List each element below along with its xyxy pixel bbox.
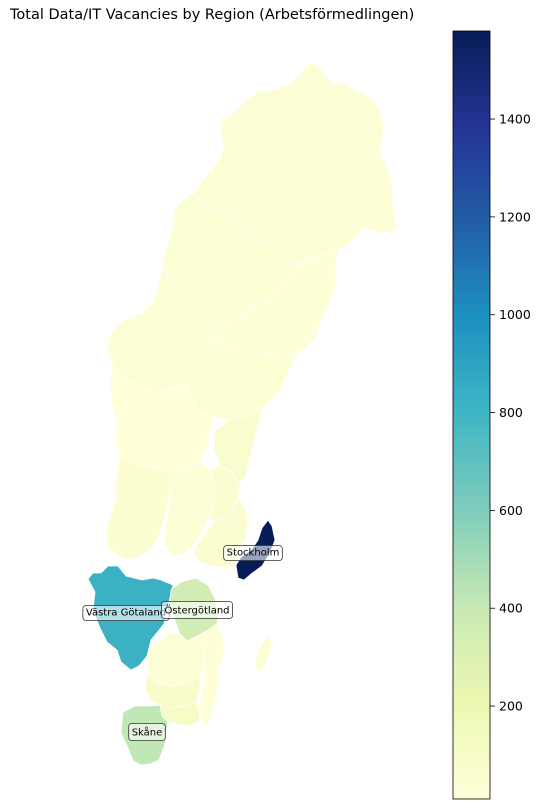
colorbar-tick-label: 800 xyxy=(499,405,523,420)
region-19 xyxy=(254,635,273,675)
region--sterg-tland-label: Östergötland xyxy=(161,601,233,619)
region-13 xyxy=(213,407,263,485)
colorbar-tick-label: 1400 xyxy=(499,112,531,127)
svg-text:Stockholm: Stockholm xyxy=(227,548,280,559)
map-title: Total Data/IT Vacancies by Region (Arbet… xyxy=(10,7,415,23)
svg-text:Västra Götaland: Västra Götaland xyxy=(86,608,166,619)
region-10 xyxy=(105,455,175,561)
region-18 xyxy=(159,701,201,727)
colorbar-tick-label: 1000 xyxy=(499,307,531,322)
region-9 xyxy=(109,361,215,473)
region-17 xyxy=(144,671,201,709)
regions-layer xyxy=(87,62,399,766)
colorbar-tick-label: 1200 xyxy=(499,209,531,224)
colorbar-tick-label: 200 xyxy=(499,699,523,714)
svg-text:Skåne: Skåne xyxy=(132,726,163,739)
colorbar-ticks: 200 400 600 800 1000 1200 1400 xyxy=(490,112,531,714)
region-8 xyxy=(185,339,299,421)
svg-text:Östergötland: Östergötland xyxy=(164,604,229,617)
region-16 xyxy=(196,623,225,727)
region-sk-ne-label: Skåne xyxy=(128,723,166,741)
region-v-stra-g-taland-label: Västra Götaland xyxy=(82,605,170,621)
region-stockholm-label: Stockholm xyxy=(223,545,283,561)
colorbar-gradient xyxy=(452,30,491,800)
region-11 xyxy=(164,461,217,557)
colorbar-tick-label: 600 xyxy=(499,503,523,518)
colorbar: 200 400 600 800 1000 1200 1400 xyxy=(452,30,531,800)
colorbar-tick-label: 400 xyxy=(499,601,523,616)
